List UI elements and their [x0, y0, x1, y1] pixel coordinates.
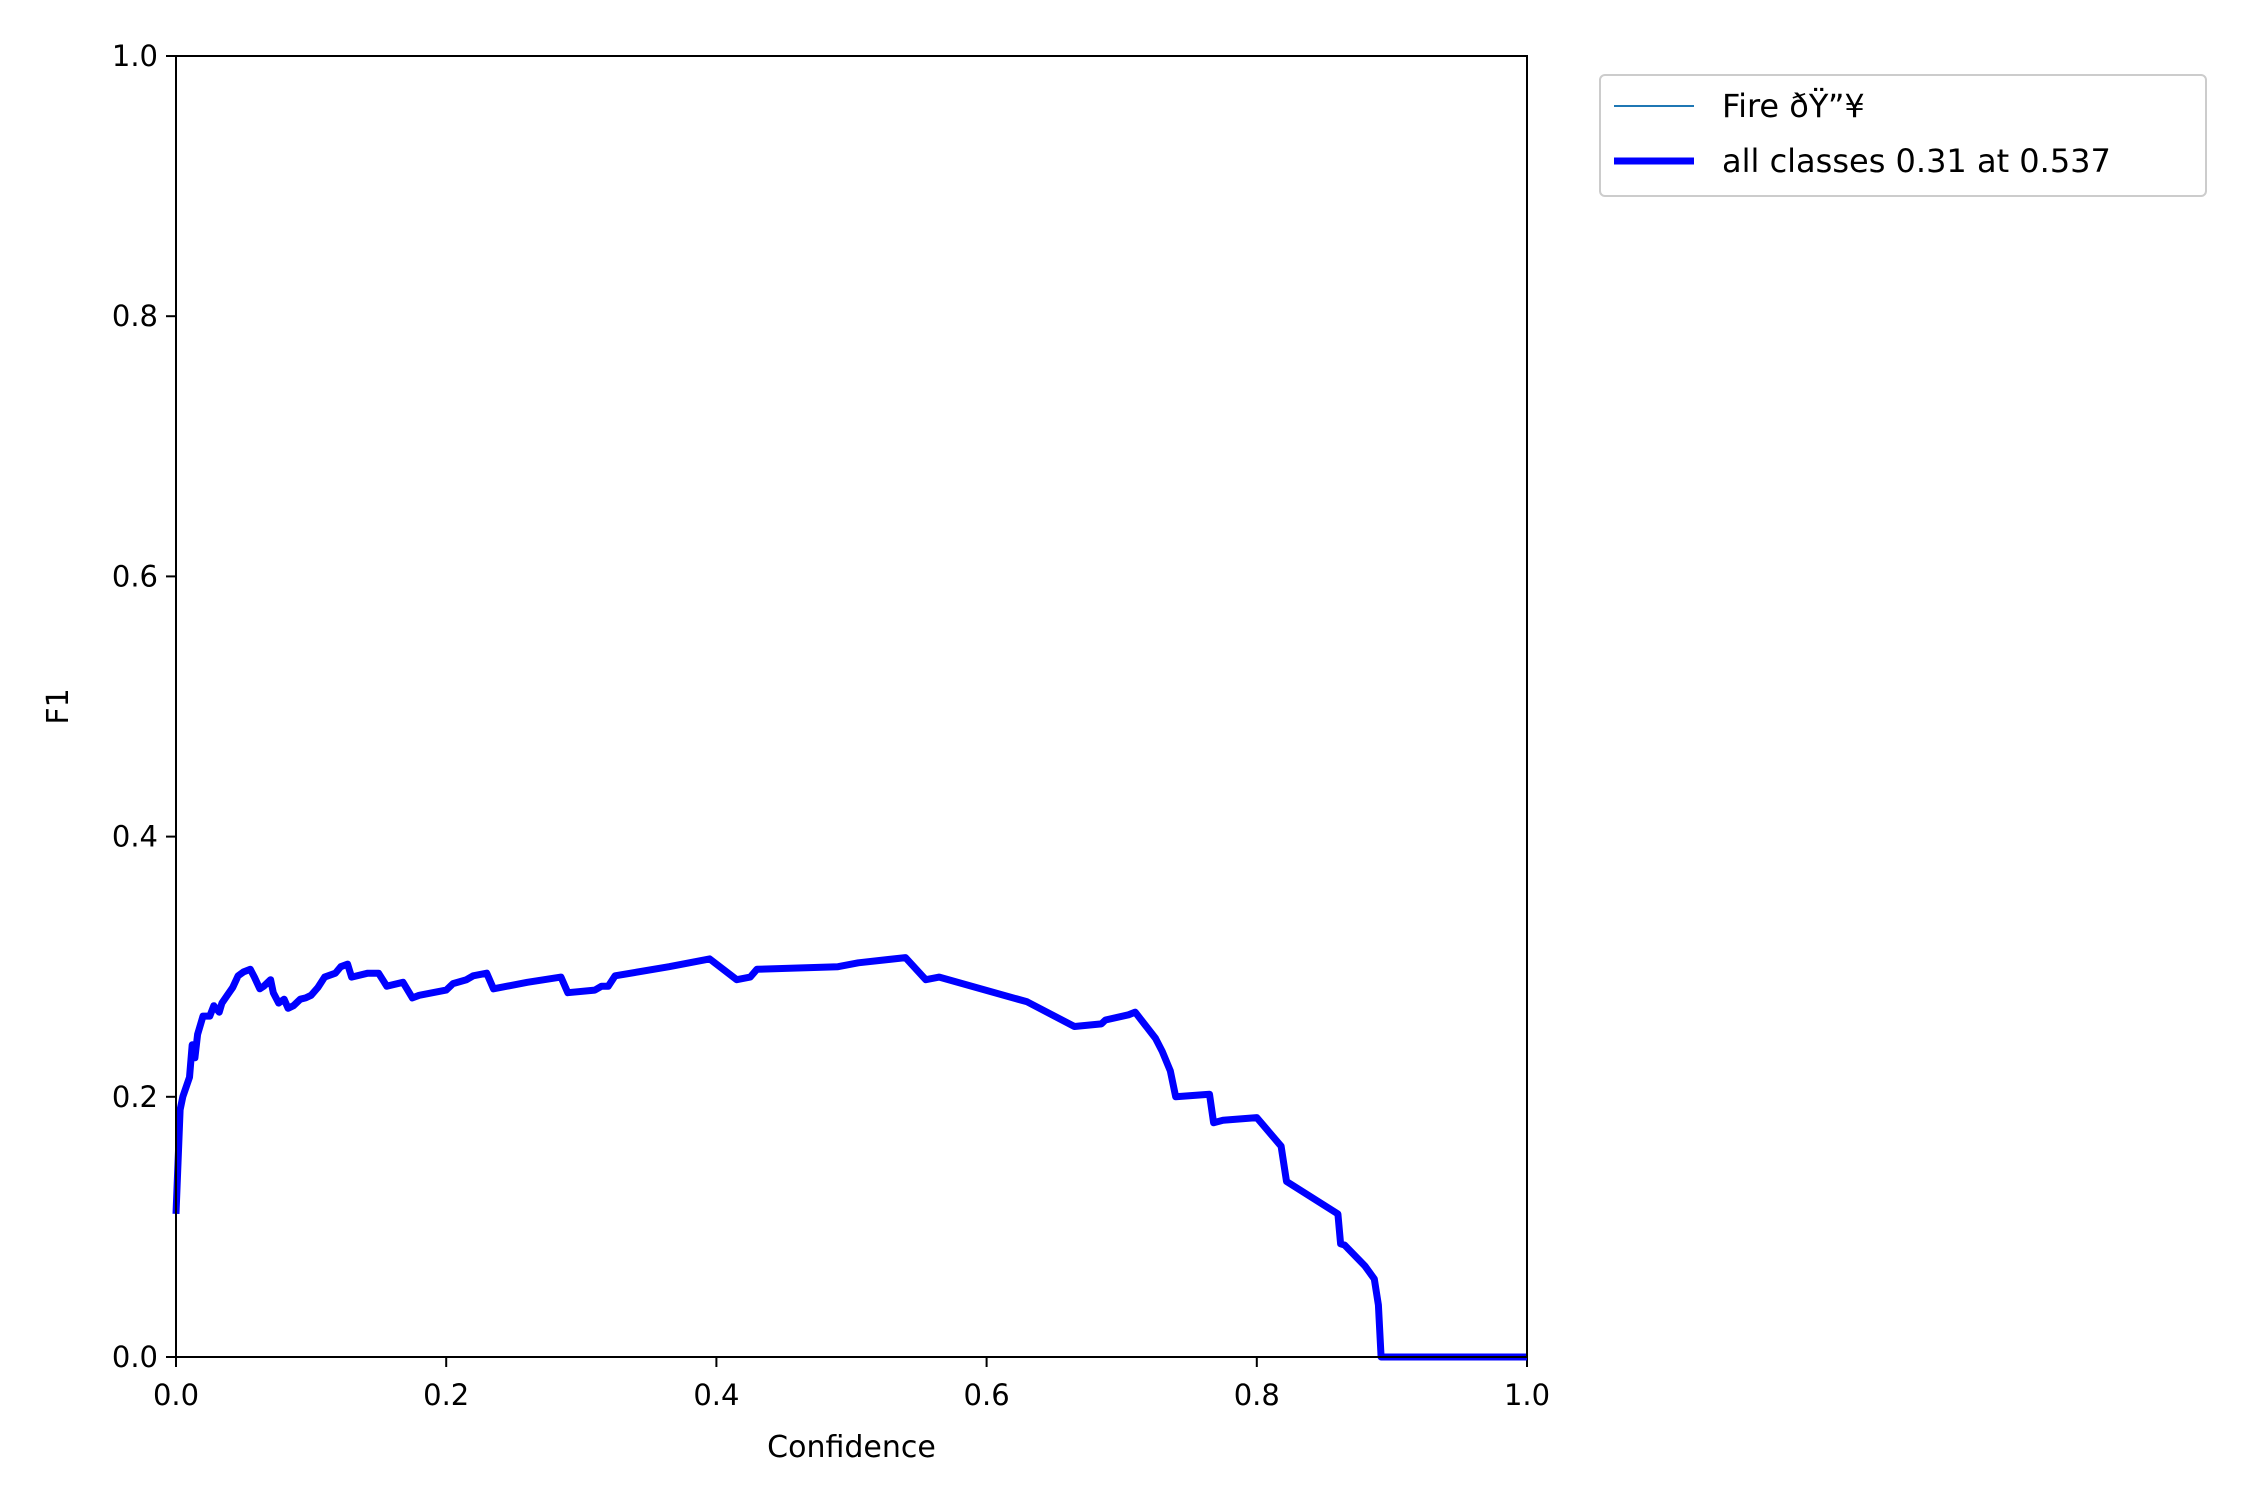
x-tick-label: 0.4: [693, 1378, 739, 1412]
y-tick-label: 0.2: [112, 1080, 158, 1114]
series-layer: [172, 954, 1527, 1361]
x-tick-label: 0.2: [423, 1378, 469, 1412]
y-tick-label: 0.6: [112, 559, 158, 593]
y-axis-label: F1: [41, 688, 76, 724]
y-tick-label: 1.0: [112, 39, 158, 73]
x-tick-label: 0.8: [1234, 1378, 1280, 1412]
y-tick-label: 0.8: [112, 299, 158, 333]
x-tick-label: 0.6: [964, 1378, 1010, 1412]
x-axis-ticks: 0.0 0.2 0.4 0.6 0.8 1.0: [153, 1357, 1550, 1412]
x-tick-label: 0.0: [153, 1378, 199, 1412]
x-tick-label: 1.0: [1504, 1378, 1550, 1412]
x-axis-label: Confidence: [767, 1430, 936, 1465]
y-tick-label: 0.0: [112, 1340, 158, 1374]
legend-box: [1599, 74, 2207, 197]
plot-frame: [175, 55, 1528, 1358]
y-axis-ticks: 0.0 0.2 0.4 0.6 0.8 1.0: [112, 39, 176, 1374]
legend: Fire ðŸ”¥ all classes 0.31 at 0.537: [1599, 74, 2207, 197]
y-tick-label: 0.4: [112, 820, 158, 854]
legend-label-fire: Fire ðŸ”¥: [1722, 87, 1865, 125]
series-line-1: [172, 954, 1527, 1361]
legend-label-all-classes: all classes 0.31 at 0.537: [1722, 142, 2111, 180]
